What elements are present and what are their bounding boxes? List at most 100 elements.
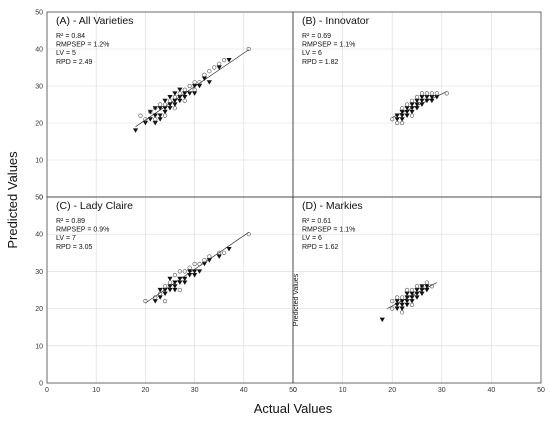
data-point-triangle xyxy=(226,58,232,63)
data-point-triangle xyxy=(409,295,415,300)
data-point-open xyxy=(419,91,425,96)
data-point-triangle xyxy=(419,287,425,293)
data-point-triangle xyxy=(404,106,410,111)
data-point-triangle xyxy=(414,102,420,107)
panel-stat: RMPSEP = 1.2% xyxy=(56,42,109,49)
data-point-open xyxy=(395,120,400,126)
y-tick-label: 10 xyxy=(35,343,43,350)
panel-frame xyxy=(292,196,542,384)
data-point-open xyxy=(400,120,405,126)
data-point-open xyxy=(400,295,405,300)
data-point-triangle xyxy=(157,117,163,122)
data-point-open xyxy=(153,106,158,111)
data-point-open xyxy=(143,299,148,304)
y-tick-label: 50 xyxy=(35,10,43,17)
data-point-triangle xyxy=(157,287,163,293)
data-point-triangle xyxy=(399,306,405,311)
data-point-triangle xyxy=(414,287,420,293)
data-point-triangle xyxy=(404,109,410,115)
data-point-open xyxy=(192,80,197,85)
y-tick-label: 0 xyxy=(39,381,43,388)
data-point-open xyxy=(429,284,434,289)
panel-stat: R² = 0.69 xyxy=(302,33,331,40)
data-point-open xyxy=(444,91,449,96)
data-point-triangle xyxy=(167,287,173,293)
data-point-triangle xyxy=(132,128,139,133)
y-tick-label: 50 xyxy=(35,195,43,202)
panel-stat: RPD = 2.49 xyxy=(56,59,92,66)
y-tick-label: 0 xyxy=(39,195,43,202)
data-point-triangle xyxy=(399,113,405,118)
data-point-triangle xyxy=(167,284,173,289)
data-point-open xyxy=(158,102,163,107)
data-point-open xyxy=(187,83,192,89)
data-point-triangle xyxy=(394,306,400,311)
x-tick-label: 40 xyxy=(240,387,248,394)
data-point-triangle xyxy=(152,299,158,304)
data-point-triangle xyxy=(201,261,208,267)
data-point-triangle xyxy=(177,87,183,93)
data-point-open xyxy=(153,295,158,300)
data-point-open xyxy=(400,106,405,111)
panel-stat: RMPSEP = 1.1% xyxy=(302,42,355,49)
data-point-open xyxy=(138,113,143,118)
data-point-triangle xyxy=(434,95,440,100)
data-point-triangle xyxy=(177,276,183,282)
data-point-open xyxy=(409,98,415,103)
y-tick-label: 20 xyxy=(35,121,43,128)
data-point-open xyxy=(182,98,187,103)
panel-stat: LV = 6 xyxy=(302,50,322,57)
data-point-triangle xyxy=(394,117,400,122)
data-point-open xyxy=(390,299,395,304)
y-axis-label: Predicted Values xyxy=(5,151,20,249)
data-point-triangle xyxy=(394,113,400,118)
data-point-triangle xyxy=(414,98,420,104)
data-point-triangle xyxy=(424,284,430,289)
data-point-triangle xyxy=(167,276,173,282)
data-point-triangle xyxy=(404,291,410,297)
data-point-triangle xyxy=(167,102,173,107)
x-tick-label: 10 xyxy=(92,387,100,394)
data-point-open xyxy=(404,102,410,107)
data-point-open xyxy=(414,284,420,289)
y-tick-label: 30 xyxy=(35,269,43,276)
inner-y-label: Predicted Values xyxy=(293,273,300,326)
x-tick-label: 20 xyxy=(142,387,150,394)
data-point-triangle xyxy=(177,98,183,104)
data-point-triangle xyxy=(172,102,178,107)
panel-title: (D) - Markies xyxy=(302,200,363,212)
data-point-triangle xyxy=(157,106,163,111)
panel-stat: RPD = 3.05 xyxy=(56,244,92,251)
data-point-open xyxy=(172,106,178,111)
data-point-open xyxy=(192,87,197,92)
data-point-triangle xyxy=(419,98,425,104)
data-point-triangle xyxy=(192,83,198,89)
data-point-triangle xyxy=(162,291,168,297)
data-point-triangle xyxy=(162,106,168,111)
data-point-triangle xyxy=(409,291,415,297)
data-point-triangle xyxy=(379,317,385,323)
data-point-triangle xyxy=(414,291,420,297)
data-point-triangle xyxy=(206,258,212,263)
panels-group: 10 20 30 40 50 (A) - All Varieties R² = 0.84 RM… xyxy=(35,10,545,395)
data-point-triangle xyxy=(399,117,405,122)
y-tick-label: 30 xyxy=(35,84,43,91)
data-point-triangle xyxy=(157,295,163,300)
data-point-open xyxy=(162,102,168,107)
data-point-triangle xyxy=(187,273,193,278)
data-point-triangle xyxy=(409,106,415,111)
panel-stat: LV = 6 xyxy=(302,235,322,242)
panel-stat: RPD = 1.82 xyxy=(302,59,338,66)
data-point-open xyxy=(434,91,439,96)
data-point-open xyxy=(404,287,410,293)
data-point-triangle xyxy=(399,299,405,304)
x-tick-label: 30 xyxy=(438,387,446,394)
data-point-triangle xyxy=(399,109,405,115)
data-point-triangle xyxy=(206,80,212,85)
y-tick-label: 40 xyxy=(35,47,43,54)
data-point-triangle xyxy=(192,269,198,274)
data-point-triangle xyxy=(187,91,193,96)
